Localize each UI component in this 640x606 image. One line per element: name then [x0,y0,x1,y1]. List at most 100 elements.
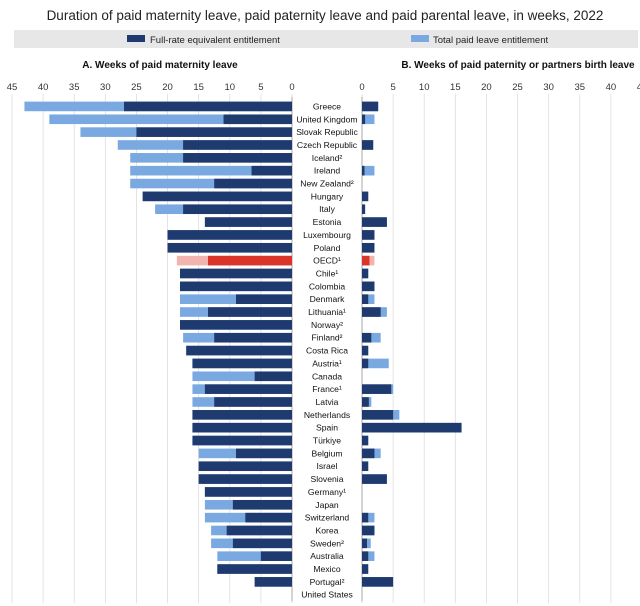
panel-a-bar-fullrate [167,230,292,240]
panel-a-bar-fullrate [183,204,292,215]
country-label: Türkiye [313,436,341,446]
country-label: Slovenia [311,474,344,484]
country-label: Mexico [313,564,340,574]
panel-b-bar-fullrate [362,564,369,574]
panel-b-bar-fullrate [362,114,366,125]
panel-b-tick-label: 0 [359,82,364,93]
panel-b-tick-label: 30 [543,82,554,93]
legend-label-total: Total paid leave entitlement [433,35,548,46]
panel-a-bar-fullrate [183,140,292,150]
country-label: Chile¹ [316,268,339,278]
country-label: Greece [313,101,341,111]
panel-b-bar-fullrate [362,230,375,240]
country-label: Japan [315,500,339,510]
panel-a-tick-label: 10 [224,82,235,93]
country-label: Luxembourg [303,230,351,240]
panel-b-bar-fullrate [362,474,387,484]
legend-label-full-rate: Full-rate equivalent entitlement [150,35,280,46]
country-label: Switzerland [305,513,350,523]
country-label: Iceland² [312,153,343,163]
country-label: Sweden² [310,538,344,548]
panel-b-bar-fullrate [362,512,369,523]
panel-a-tick-label: 0 [289,82,294,93]
country-label: France¹ [312,384,342,394]
panel-b-bar-fullrate [362,345,369,356]
panel-a-bar-fullrate [236,294,292,304]
country-label: New Zealand² [300,179,354,189]
panel-b-bar-fullrate [362,332,372,343]
panel-a-title: A. Weeks of paid maternity leave [82,60,238,71]
panel-b-tick-label: 20 [481,82,492,93]
panel-b-bar-fullrate [362,461,369,472]
panel-a-bar-fullrate [142,191,292,202]
panel-a-bar-fullrate [254,371,292,382]
panel-b-bar-total [362,358,389,369]
panel-a-bar-fullrate [214,178,292,189]
panel-a-tick-label: 25 [131,82,142,93]
panel-a-bar-fullrate [214,332,292,343]
panel-a-tick-label: 5 [258,82,263,93]
country-label: Italy [319,204,335,214]
country-label: United States [301,590,353,600]
panel-a-bar-fullrate [180,281,292,292]
country-label: Costa Rica [306,346,348,356]
panel-b-bar-fullrate [362,384,392,394]
panel-a-bars [24,101,293,587]
country-label: Colombia [309,281,346,291]
panel-b-bar-fullrate [362,410,394,420]
country-label: Canada [312,371,342,381]
panel-a-bar-fullrate [186,345,292,356]
panel-a-bar-fullrate [180,320,292,330]
panel-a-bar-fullrate [192,435,292,446]
panel-b-bar-fullrate [362,281,375,292]
panel-a-bar-fullrate [251,165,292,176]
panel-b-bar-fullrate [362,140,374,150]
country-label: Belgium [311,448,342,458]
panel-a-bar-total [192,371,292,382]
panel-a-bar-fullrate [214,397,292,407]
panel-a-bar-fullrate [192,422,292,433]
country-label: Slovak Republic [296,127,358,137]
panel-a-bar-fullrate [183,153,292,163]
panel-a-bar-fullrate [254,577,292,587]
panel-b-bar-fullrate [362,165,365,176]
panel-b-bar-fullrate [362,191,369,202]
panel-a-bar-fullrate [124,101,292,112]
country-label: Ireland [314,166,340,176]
panel-b-grid [361,94,612,604]
panel-a-tick-label: 40 [38,82,49,93]
country-label: Finland² [311,333,342,343]
panel-b-bar-fullrate [362,551,369,561]
panel-a-bar-fullrate [260,551,292,561]
panel-a-bar-total [130,178,292,189]
panel-a-bar-fullrate [208,255,292,266]
panel-a-bar-fullrate [208,307,292,317]
panel-a-bar-fullrate [226,525,292,536]
chart-title: Duration of paid maternity leave, paid p… [47,8,604,23]
panel-b-tick-label: 25 [512,82,523,93]
country-label: United Kingdom [296,114,357,124]
panel-a-bar-fullrate [192,358,292,369]
panel-a-bar-fullrate [245,512,292,523]
panel-b-bar-fullrate [362,294,369,304]
panel-a-tick-label: 30 [100,82,111,93]
legend-swatch-full-rate [127,35,145,42]
panel-b-bar-fullrate [362,217,387,227]
country-label: Norway² [311,320,343,330]
panel-a-tick-label: 35 [69,82,80,93]
country-label: Austria¹ [312,358,342,368]
panel-a-ticks: 45 40 35 30 25 20 15 10 5 0 [7,82,295,93]
panel-a-bar-fullrate [167,242,292,253]
panel-b-bar-fullrate [362,577,394,587]
panel-b-bar-fullrate [362,435,369,446]
panel-b-bar-fullrate [362,268,369,279]
panel-b-ticks: 0 5 10 15 20 25 30 35 40 45 [359,82,640,93]
country-label: Germany¹ [308,487,346,497]
panel-b-bar-total [362,165,375,176]
panel-b-bar-fullrate [362,307,381,317]
panel-a-bar-fullrate [204,487,292,497]
panel-b-bar-fullrate [362,101,379,112]
country-label: Spain [316,423,338,433]
panel-a-bar-total [217,551,292,561]
